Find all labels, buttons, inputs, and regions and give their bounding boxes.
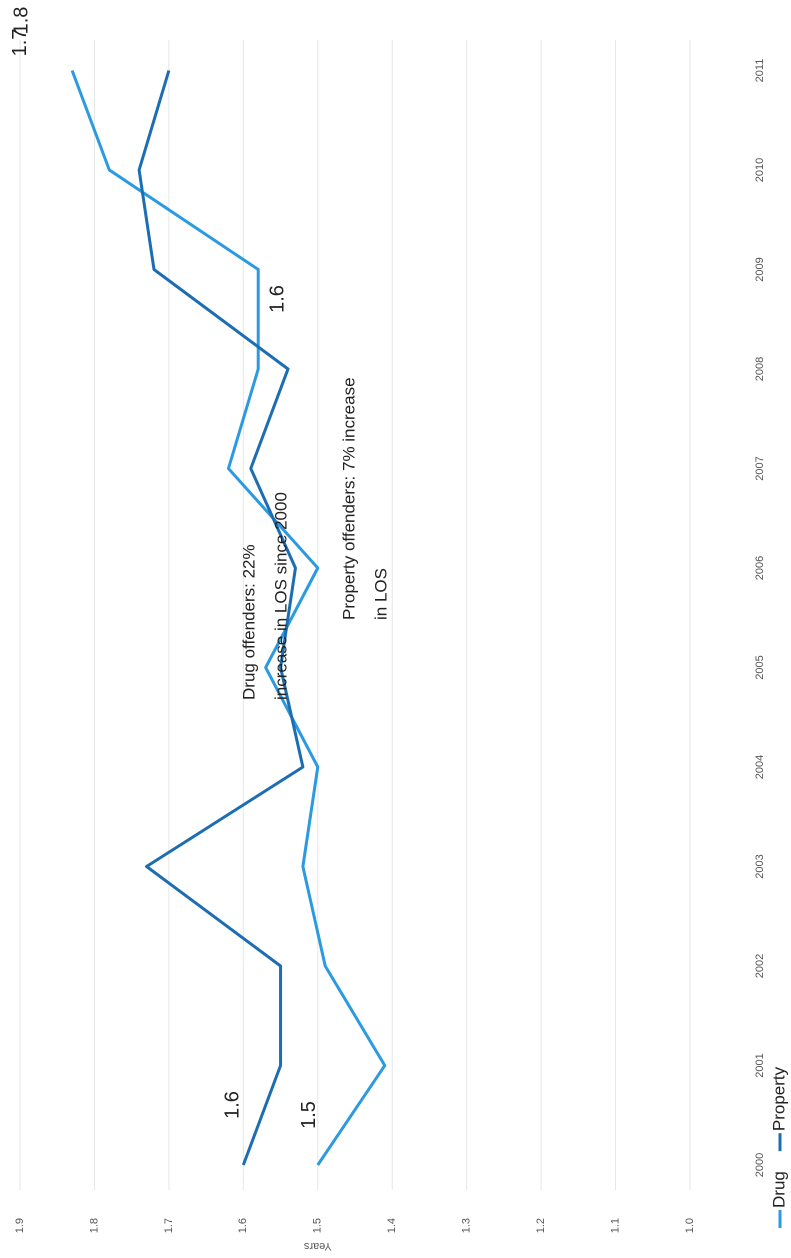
x-tick-label: 2011 bbox=[754, 59, 766, 83]
data-label: 1.5 bbox=[298, 1101, 320, 1129]
x-tick-label: 2004 bbox=[754, 755, 766, 779]
x-tick-label: 2010 bbox=[754, 158, 766, 182]
x-tick-label: 2002 bbox=[754, 954, 766, 978]
x-tick-label: 2006 bbox=[754, 556, 766, 580]
data-label: 1.6 bbox=[267, 285, 289, 313]
y-tick-label: 1.2 bbox=[535, 1218, 547, 1233]
y-tick-label: 1.8 bbox=[88, 1218, 100, 1233]
y-tick-label: 1.5 bbox=[312, 1218, 324, 1233]
y-tick-label: 1.9 bbox=[14, 1218, 26, 1233]
x-tick-label: 2005 bbox=[754, 655, 766, 679]
data-line bbox=[137, 70, 305, 1166]
y-tick-label: 1.6 bbox=[237, 1218, 249, 1233]
legend-label: Property bbox=[769, 1066, 788, 1131]
data-label: 1.6 bbox=[222, 1091, 244, 1119]
data-label: 1.7 bbox=[9, 29, 31, 57]
y-tick-label: 1.3 bbox=[461, 1218, 473, 1233]
annotation: increase in LOS since 2000 bbox=[271, 492, 290, 700]
legend-label: Drug bbox=[769, 1171, 788, 1208]
y-tick-label: 1.7 bbox=[163, 1218, 175, 1233]
rotated-plot: 1.01.11.21.31.41.51.61.71.81.9Years20002… bbox=[9, 7, 788, 1253]
y-axis-label: Years bbox=[303, 1240, 331, 1252]
y-tick-label: 1.4 bbox=[386, 1218, 398, 1233]
x-tick-label: 2008 bbox=[754, 357, 766, 381]
annotation: Drug offenders: 22% bbox=[239, 544, 258, 700]
annotation: Property offenders: 7% increase bbox=[339, 377, 358, 620]
x-tick-label: 2000 bbox=[754, 1153, 766, 1177]
annotation: in LOS bbox=[371, 568, 390, 620]
data-line bbox=[70, 69, 387, 1166]
x-tick-label: 2001 bbox=[754, 1053, 766, 1077]
data-label: 1.8 bbox=[10, 7, 32, 35]
y-tick-label: 1.0 bbox=[684, 1218, 696, 1233]
x-tick-label: 2003 bbox=[754, 854, 766, 878]
y-tick-label: 1.1 bbox=[609, 1218, 621, 1233]
x-tick-label: 2009 bbox=[754, 257, 766, 281]
x-tick-label: 2007 bbox=[754, 456, 766, 480]
